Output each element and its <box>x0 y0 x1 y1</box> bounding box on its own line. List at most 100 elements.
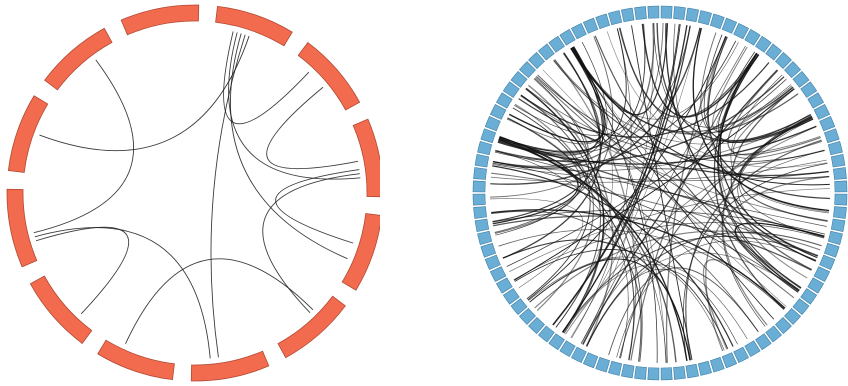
chord-link <box>535 76 795 299</box>
chord-link <box>565 126 817 335</box>
chord-link <box>653 23 793 128</box>
ring-segment <box>510 70 528 88</box>
small-diagram-segments <box>6 4 380 382</box>
chord-link <box>520 62 770 138</box>
chord-link <box>707 36 830 200</box>
ring-segment <box>190 350 270 382</box>
ring-segment <box>784 307 802 325</box>
chord-link <box>737 118 818 257</box>
chord-link <box>528 256 725 351</box>
ring-segment <box>277 295 346 359</box>
ring-segment <box>518 61 536 79</box>
chord-link <box>490 23 664 198</box>
ring-segment <box>484 115 501 132</box>
chord-link <box>210 34 246 358</box>
ring-segment <box>833 167 847 180</box>
ring-segment <box>582 17 599 34</box>
chord-link <box>529 258 691 361</box>
chord-link <box>712 46 794 133</box>
ring-segment <box>502 81 520 98</box>
ring-segment <box>595 356 611 373</box>
chord-link <box>495 150 827 227</box>
chord-link <box>230 33 348 260</box>
chord-link <box>570 47 658 363</box>
chord-link <box>506 78 787 267</box>
chord-link <box>266 86 359 170</box>
large-diagram-segments <box>472 5 848 381</box>
chord-link <box>570 48 794 133</box>
chord-link <box>630 52 757 361</box>
chord-link <box>491 209 786 309</box>
chord-link <box>495 76 785 163</box>
ring-segment <box>548 333 565 351</box>
ring-segment <box>733 22 750 40</box>
chord-link <box>125 258 314 344</box>
ring-segment <box>510 298 528 316</box>
ring-segment <box>477 230 493 245</box>
ring-segment <box>548 35 565 53</box>
chord-link <box>582 69 778 345</box>
chord-link <box>552 25 688 326</box>
ring-segment <box>733 346 750 364</box>
ring-segment <box>477 141 493 156</box>
ring-segment <box>496 277 513 294</box>
ring-segment <box>660 5 673 19</box>
ring-segment <box>341 213 380 291</box>
ring-segment <box>755 35 772 53</box>
ring-segment <box>582 352 599 369</box>
ring-segment <box>608 10 623 26</box>
chord-link <box>561 236 819 333</box>
chord-link <box>520 95 828 221</box>
ring-segment <box>819 254 836 271</box>
ring-segment <box>784 61 802 79</box>
ring-segment <box>827 230 843 245</box>
ring-segment <box>29 275 93 344</box>
chord-link <box>495 150 629 359</box>
small-diagram-links <box>33 31 361 359</box>
chord-link <box>571 28 632 339</box>
chord-link <box>553 60 830 179</box>
chord-link <box>665 23 817 262</box>
ring-segment <box>570 346 587 364</box>
ring-segment <box>792 70 810 88</box>
ring-segment <box>685 363 700 379</box>
chord-link <box>594 35 802 289</box>
chord-link <box>705 176 830 352</box>
ring-segment <box>685 7 700 23</box>
chord-link <box>492 163 829 182</box>
chord-link <box>619 27 758 118</box>
ring-segment <box>44 27 113 91</box>
ring-segment <box>697 360 712 376</box>
chord-link <box>34 227 211 359</box>
chord-link <box>618 27 813 142</box>
chord-link <box>702 258 785 350</box>
ring-segment <box>744 29 761 46</box>
chord-link <box>608 267 759 356</box>
chord-link <box>719 53 818 259</box>
ring-segment <box>827 141 843 156</box>
chord-link <box>685 139 822 361</box>
chord-link <box>498 137 635 361</box>
chord-link <box>656 23 814 142</box>
chord-link <box>39 35 250 152</box>
large-chord-diagram <box>472 5 848 381</box>
ring-segment <box>97 339 175 381</box>
ring-segment <box>647 367 660 381</box>
ring-segment <box>765 325 783 343</box>
chord-link <box>228 32 361 180</box>
chord-link <box>706 35 829 213</box>
ring-segment <box>502 288 520 305</box>
chord-link <box>512 107 591 300</box>
ring-segment <box>215 5 293 47</box>
ring-segment <box>608 360 623 376</box>
chord-link <box>491 172 819 257</box>
chord-link <box>262 173 360 314</box>
chord-link <box>585 231 822 347</box>
chord-link <box>35 226 130 315</box>
ring-segment <box>473 206 487 219</box>
chord-link <box>631 25 693 361</box>
ring-segment <box>528 317 546 335</box>
ring-segment <box>807 92 824 109</box>
chord-link <box>513 222 825 281</box>
